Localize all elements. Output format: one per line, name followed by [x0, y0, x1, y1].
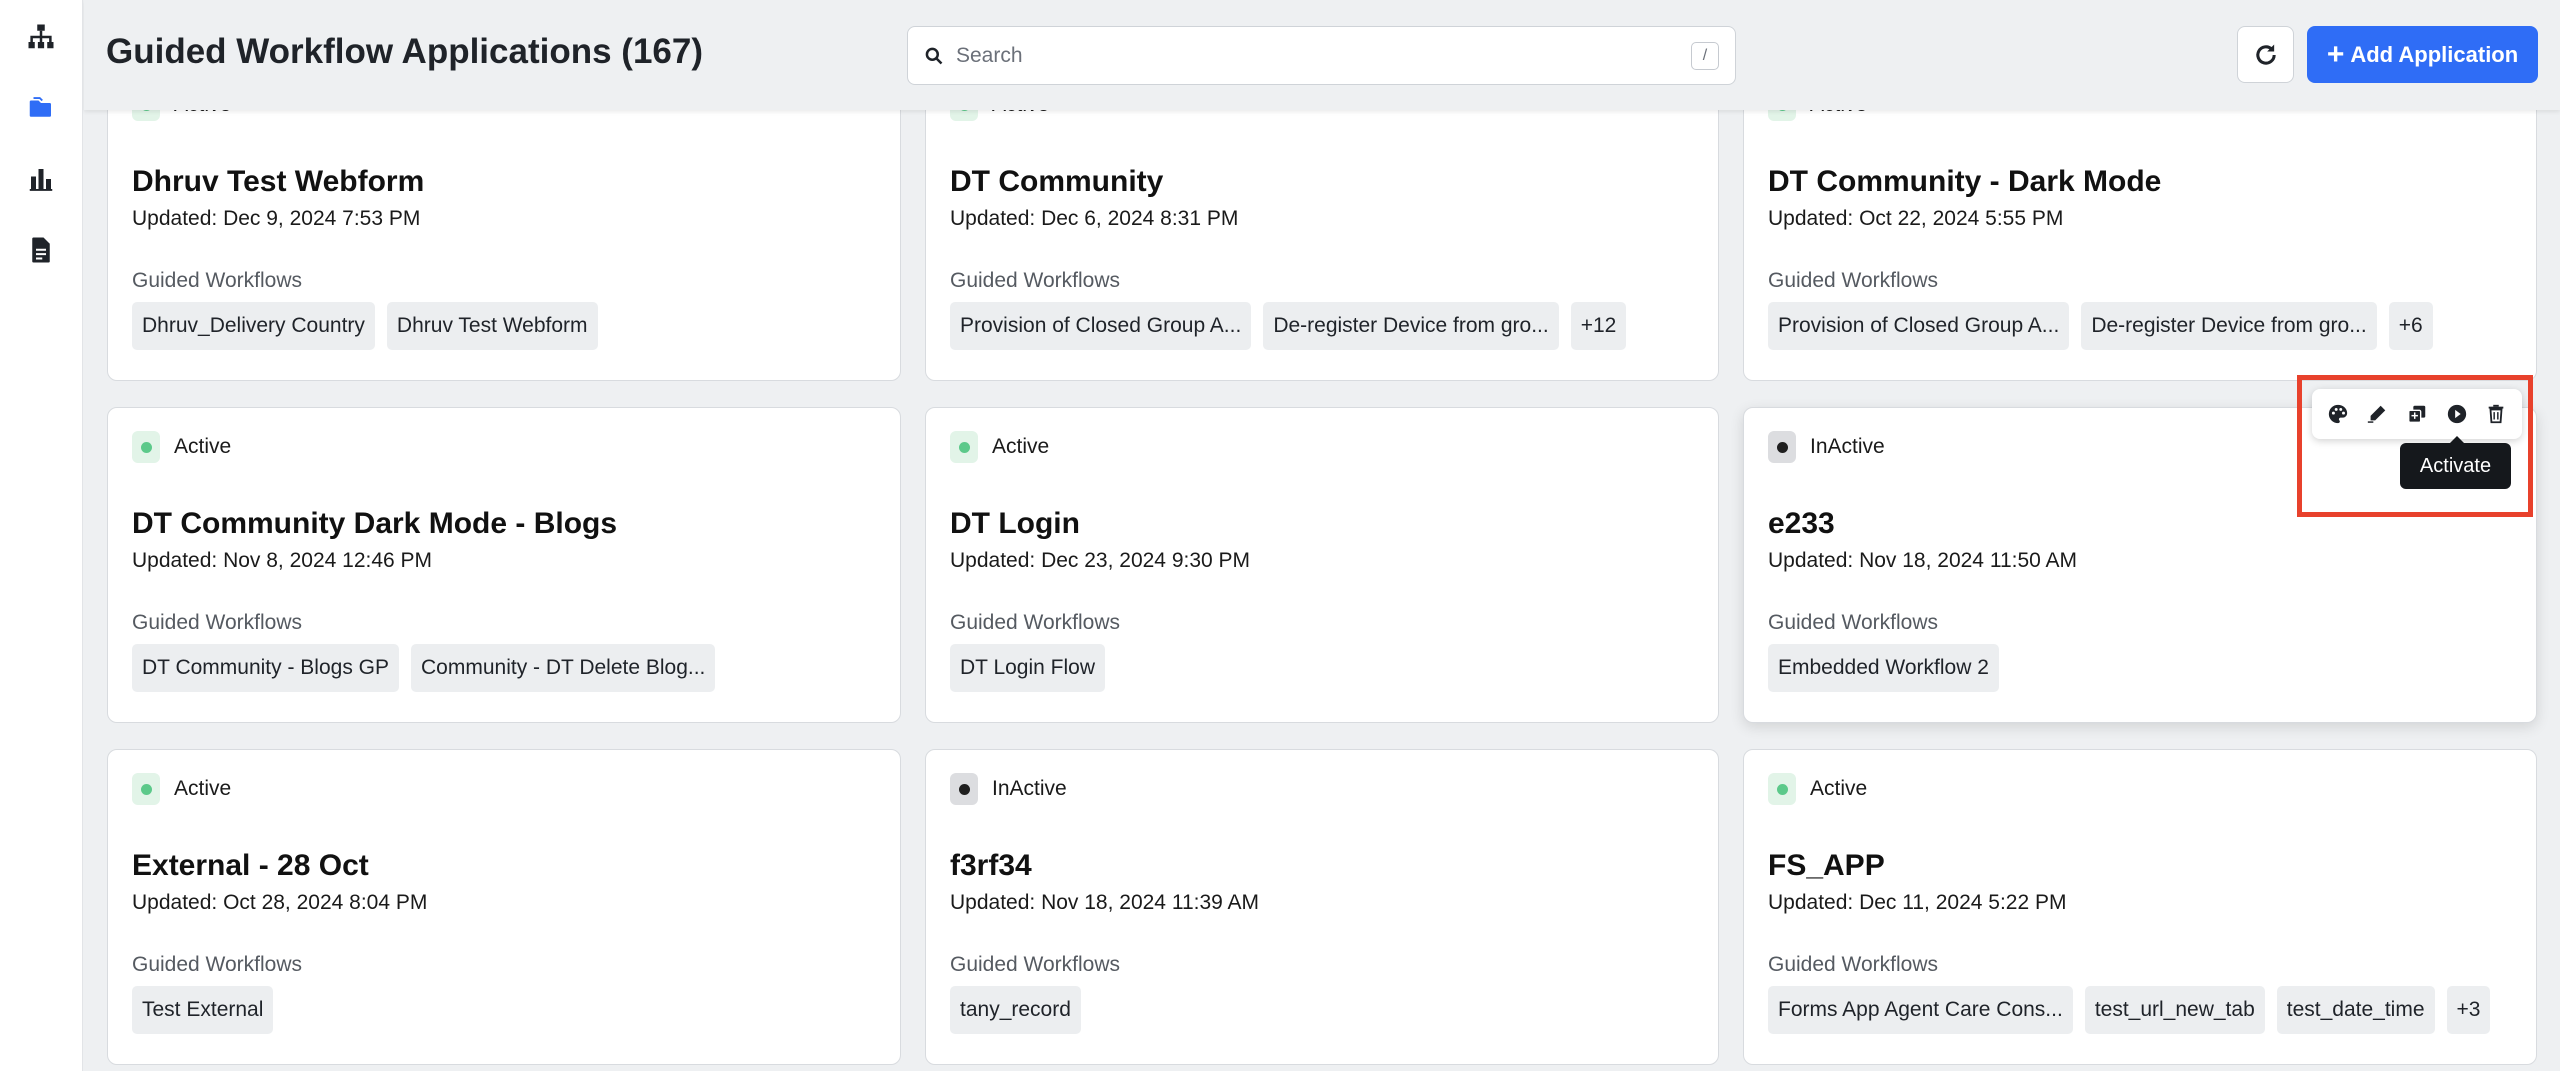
- workflow-tag[interactable]: DT Login Flow: [950, 644, 1106, 692]
- refresh-icon: [2255, 44, 2276, 65]
- card-updated: Updated: Dec 11, 2024 5:22 PM: [1768, 891, 2067, 914]
- folder-icon[interactable]: [24, 91, 58, 125]
- card-action-toolbar: [2312, 389, 2522, 439]
- search-shortcut-hint: /: [1691, 41, 1719, 70]
- application-card[interactable]: InActive f3rf34 Updated: Nov 18, 2024 11…: [925, 749, 1719, 1065]
- workflow-tag[interactable]: Community - DT Delete Blog...: [411, 644, 716, 692]
- card-updated: Updated: Oct 28, 2024 8:04 PM: [132, 891, 428, 914]
- card-updated: Updated: Dec 9, 2024 7:53 PM: [132, 207, 421, 230]
- workflow-tag[interactable]: DT Community - Blogs GP: [132, 644, 400, 692]
- card-updated: Updated: Dec 6, 2024 8:31 PM: [950, 207, 1239, 230]
- workflow-tags: Test External: [132, 986, 274, 1034]
- activate-tooltip: Activate: [2400, 436, 2511, 489]
- more-tags-count[interactable]: +12: [1570, 302, 1627, 350]
- workflow-tag[interactable]: Dhruv_Delivery Country: [132, 302, 375, 350]
- search-box[interactable]: /: [907, 26, 1736, 85]
- guided-workflows-label: Guided Workflows: [132, 611, 303, 634]
- workflow-tags: Embedded Workflow 2: [1768, 644, 1999, 692]
- workflow-tag[interactable]: Test External: [132, 986, 274, 1034]
- status-badge: Active: [950, 431, 1049, 463]
- sitemap-icon[interactable]: [24, 20, 58, 54]
- duplicate-icon[interactable]: [2402, 399, 2432, 429]
- card-title: DT Login: [950, 507, 1080, 540]
- workflow-tag[interactable]: test_url_new_tab: [2084, 986, 2265, 1034]
- card-updated: Updated: Nov 18, 2024 11:50 AM: [1768, 549, 2077, 572]
- card-title: DT Community Dark Mode - Blogs: [132, 507, 618, 540]
- trash-icon[interactable]: [2481, 399, 2511, 429]
- application-card[interactable]: Active DT Community - Dark Mode Updated:…: [1743, 65, 2537, 381]
- search-icon: [925, 47, 943, 64]
- card-title: FS_APP: [1768, 849, 1885, 882]
- guided-workflows-label: Guided Workflows: [1768, 269, 1939, 292]
- search-input[interactable]: [956, 43, 1691, 68]
- guided-workflows-label: Guided Workflows: [950, 269, 1121, 292]
- workflow-tag[interactable]: Embedded Workflow 2: [1768, 644, 1999, 692]
- guided-workflows-label: Guided Workflows: [132, 953, 303, 976]
- application-card[interactable]: Active Dhruv Test Webform Updated: Dec 9…: [107, 65, 901, 381]
- workflow-tags: tany_record: [950, 986, 1081, 1034]
- add-application-label: Add Application: [2350, 41, 2519, 67]
- workflow-tags: DT Community - Blogs GP Community - DT D…: [132, 644, 716, 692]
- card-updated: Updated: Oct 22, 2024 5:55 PM: [1768, 207, 2064, 230]
- application-card[interactable]: Active FS_APP Updated: Dec 11, 2024 5:22…: [1743, 749, 2537, 1065]
- document-icon[interactable]: [24, 233, 58, 267]
- card-updated: Updated: Nov 8, 2024 12:46 PM: [132, 549, 433, 572]
- status-badge: Active: [132, 773, 231, 805]
- status-badge: Active: [1768, 773, 1867, 805]
- more-tags-count[interactable]: +6: [2388, 302, 2433, 350]
- guided-workflows-label: Guided Workflows: [1768, 953, 1939, 976]
- application-card[interactable]: Active DT Community Dark Mode - Blogs Up…: [107, 407, 901, 723]
- card-title: e233: [1768, 507, 1835, 540]
- status-badge: InActive: [950, 773, 1067, 805]
- edit-icon[interactable]: [2362, 399, 2392, 429]
- more-tags-count[interactable]: +3: [2446, 986, 2491, 1034]
- guided-workflows-label: Guided Workflows: [950, 953, 1121, 976]
- application-card[interactable]: Active DT Login Updated: Dec 23, 2024 9:…: [925, 407, 1719, 723]
- workflow-tag[interactable]: tany_record: [950, 986, 1081, 1034]
- workflow-tag[interactable]: Dhruv Test Webform: [386, 302, 598, 350]
- workflow-tags: DT Login Flow: [950, 644, 1106, 692]
- add-application-button[interactable]: + Add Application: [2307, 26, 2538, 83]
- workflow-tag[interactable]: Forms App Agent Care Cons...: [1768, 986, 2073, 1034]
- workflow-tags: Forms App Agent Care Cons... test_url_ne…: [1768, 986, 2491, 1034]
- page-header: Guided Workflow Applications (167) / + A…: [84, 0, 2560, 110]
- workflow-tags: Provision of Closed Group A... De-regist…: [950, 302, 1627, 350]
- card-title: DT Community - Dark Mode: [1768, 165, 2162, 198]
- refresh-button[interactable]: [2237, 26, 2294, 83]
- plus-icon: +: [2326, 37, 2345, 71]
- application-card[interactable]: InActive e233 Updated: Nov 18, 2024 11:5…: [1743, 407, 2537, 723]
- workflow-tag[interactable]: Provision of Closed Group A...: [950, 302, 1252, 350]
- workflow-tag[interactable]: De-register Device from gro...: [1263, 302, 1559, 350]
- guided-workflows-label: Guided Workflows: [950, 611, 1121, 634]
- sidebar: [0, 0, 83, 1071]
- application-card[interactable]: Active External - 28 Oct Updated: Oct 28…: [107, 749, 901, 1065]
- workflow-tag[interactable]: De-register Device from gro...: [2081, 302, 2377, 350]
- workflow-tag[interactable]: Provision of Closed Group A...: [1768, 302, 2070, 350]
- workflow-tags: Dhruv_Delivery Country Dhruv Test Webfor…: [132, 302, 598, 350]
- activate-icon[interactable]: [2442, 399, 2472, 429]
- status-badge: Active: [132, 431, 231, 463]
- workflow-tag[interactable]: test_date_time: [2276, 986, 2435, 1034]
- card-title: f3rf34: [950, 849, 1032, 882]
- card-title: DT Community: [950, 165, 1164, 198]
- bar-chart-icon[interactable]: [24, 162, 58, 196]
- card-title: External - 28 Oct: [132, 849, 369, 882]
- application-card[interactable]: Active DT Community Updated: Dec 6, 2024…: [925, 65, 1719, 381]
- guided-workflows-label: Guided Workflows: [1768, 611, 1939, 634]
- card-title: Dhruv Test Webform: [132, 165, 425, 198]
- guided-workflows-label: Guided Workflows: [132, 269, 303, 292]
- palette-icon[interactable]: [2323, 399, 2353, 429]
- card-updated: Updated: Dec 23, 2024 9:30 PM: [950, 549, 1251, 572]
- workflow-tags: Provision of Closed Group A... De-regist…: [1768, 302, 2433, 350]
- card-updated: Updated: Nov 18, 2024 11:39 AM: [950, 891, 1259, 914]
- page-title: Guided Workflow Applications (167): [106, 32, 703, 71]
- status-badge: InActive: [1768, 431, 1885, 463]
